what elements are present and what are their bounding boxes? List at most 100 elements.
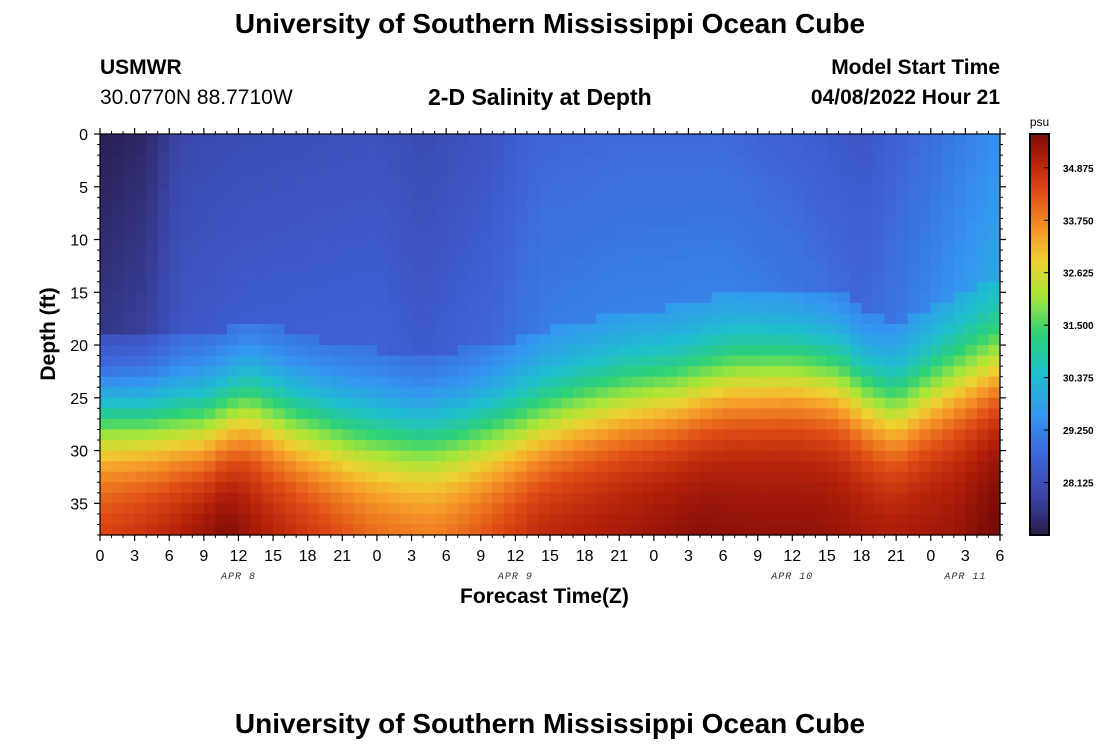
heatmap-cell [630,418,643,431]
day-label: APR 8 [220,572,256,583]
heatmap-cell [503,429,516,441]
heatmap-cell [803,250,816,262]
day-label: APR 9 [497,572,533,583]
heatmap-cell [492,207,505,220]
heatmap-cell [123,134,136,146]
heatmap-cell [469,503,482,515]
heatmap-cell [250,260,263,272]
heatmap-cell [815,376,828,388]
heatmap-cell [723,397,736,409]
colorbar-segment [1030,481,1049,486]
heatmap-cell [884,228,897,241]
heatmap-cell [838,313,851,325]
heatmap-cell [388,292,401,304]
heatmap-cell [919,250,932,262]
heatmap-cell [192,302,205,314]
heatmap-cell [423,513,436,526]
heatmap-cell [203,397,216,409]
heatmap-cell [780,408,793,420]
heatmap-cell [988,376,1001,388]
heatmap-cell [653,186,666,198]
heatmap-cell [365,134,378,146]
colorbar-segment [1030,180,1049,185]
heatmap-cell [619,281,632,293]
heatmap-cell [653,450,666,462]
heatmap-cell [815,239,828,251]
heatmap-cell [942,144,955,156]
heatmap-cell [803,461,816,473]
heatmap-cell [723,239,736,251]
heatmap-cell [850,345,863,357]
heatmap-cell [826,345,840,357]
heatmap-cell [203,313,216,325]
heatmap-cell [596,271,609,283]
x-tick-label: 0 [926,548,935,565]
heatmap-cell [226,239,240,251]
heatmap-cell [261,165,274,177]
colorbar-segment [1030,364,1049,369]
heatmap-cell [307,281,320,293]
heatmap-cell [780,323,793,336]
heatmap-cell [642,482,655,494]
heatmap-cell [561,482,574,494]
heatmap-cell [365,144,378,156]
heatmap-cell [838,345,851,357]
heatmap-cell [111,250,124,262]
colorbar-segment [1030,401,1049,406]
heatmap-cell [203,302,216,314]
heatmap-cell [942,260,955,272]
heatmap-cell [607,440,620,452]
heatmap-cell [815,482,828,494]
heatmap-cell [169,461,182,473]
heatmap-cell [307,503,320,515]
heatmap-cell [342,482,355,494]
heatmap-cell [111,207,124,220]
heatmap-cell [376,323,390,336]
heatmap-cell [573,429,586,441]
heatmap-cell [480,513,493,526]
heatmap-cell [953,345,966,357]
heatmap-cell [446,334,459,346]
heatmap-cell [296,334,309,346]
heatmap-cell [723,165,736,177]
heatmap-cell [146,471,159,483]
y-tick-label: 5 [79,180,88,197]
heatmap-cell [411,461,424,473]
heatmap-cell [111,440,124,452]
heatmap-cell [526,250,540,262]
heatmap-cell [365,429,378,441]
heatmap-cell [111,503,124,515]
heatmap-cell [388,239,401,251]
heatmap-cell [215,176,228,188]
heatmap-cell [226,155,240,167]
heatmap-cell [192,165,205,177]
heatmap-cell [607,334,620,346]
colorbar-segment [1030,144,1049,148]
heatmap-cell [734,239,747,251]
heatmap-cell [330,471,343,483]
heatmap-cell [573,323,586,336]
heatmap-cell [815,513,828,526]
heatmap-cell [538,155,551,167]
heatmap-cell [630,429,643,441]
heatmap-cell [526,271,540,283]
heatmap-cell [550,271,563,283]
heatmap-cell [596,323,609,336]
heatmap-cell [111,408,124,420]
heatmap-cell [238,155,251,167]
heatmap-cell [503,387,516,399]
heatmap-cell [942,408,955,420]
heatmap-cell [653,418,666,431]
heatmap-cell [746,408,759,420]
heatmap-cell [457,345,470,357]
heatmap-cell [826,503,840,515]
x-tick-label: 15 [818,548,836,565]
heatmap-cell [676,513,690,526]
heatmap-cell [607,429,620,441]
heatmap-cell [100,197,113,209]
heatmap-cell [238,134,251,146]
heatmap-cell [815,260,828,272]
heatmap-cell [896,281,909,293]
heatmap-cell [792,292,805,304]
heatmap-cell [503,144,516,156]
